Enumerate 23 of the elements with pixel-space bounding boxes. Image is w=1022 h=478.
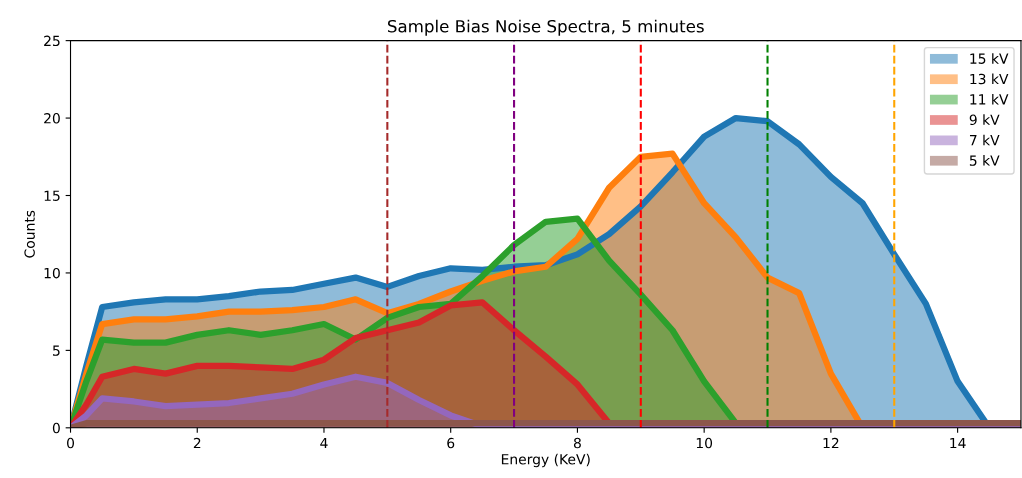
legend-label: 7 kV [969, 134, 1000, 146]
y-tick-label: 15 [44, 190, 60, 201]
x-tick-label: 6 [447, 437, 455, 449]
chart-title: Sample Bias Noise Spectra, 5 minutes [387, 19, 704, 36]
x-tick-label: 0 [67, 437, 75, 449]
x-tick-label: 12 [823, 437, 839, 449]
y-tick-label: 25 [44, 35, 60, 47]
x-tick-label: 8 [573, 437, 581, 449]
legend-label: 9 kV [969, 114, 1000, 126]
legend-label: 5 kV [969, 155, 1000, 166]
x-tick-label: 2 [193, 437, 201, 449]
y-tick-label: 20 [44, 113, 60, 124]
x-axis-title: Energy (KeV) [501, 453, 590, 468]
legend-label: 11 kV [970, 93, 1009, 105]
x-tick-label: 14 [950, 437, 966, 449]
legend-label: 15 kV [970, 53, 1009, 64]
y-tick-label: 10 [44, 267, 60, 279]
y-axis-title: Counts [24, 210, 35, 258]
y-tick-label: 5 [53, 345, 60, 356]
y-tick-label: 0 [52, 422, 60, 434]
legend-label: 13 kV [970, 73, 1009, 85]
x-tick-label: 10 [696, 437, 713, 449]
x-tick-label: 4 [320, 437, 328, 449]
